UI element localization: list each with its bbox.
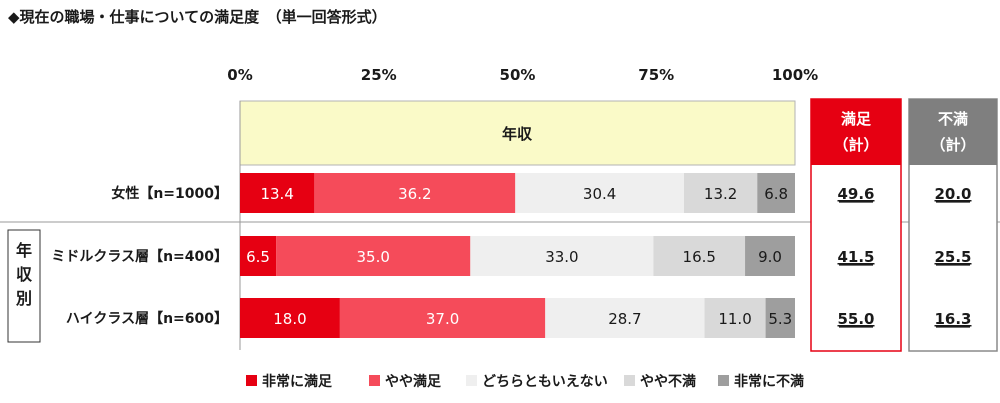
group-label-box <box>7 229 41 343</box>
satisfied-total-value: 49.6 <box>837 185 874 203</box>
header-band <box>239 100 796 166</box>
header-band-label: 年収 <box>502 125 533 143</box>
satisfied-header-text: （計） <box>833 136 878 154</box>
bar-segment <box>757 173 795 213</box>
legend-label: やや不満 <box>640 373 696 390</box>
bar-segment <box>276 236 471 276</box>
group-label: 年収別 <box>16 241 33 308</box>
row-label: 女性【n=1000】 <box>111 185 228 202</box>
row-label: ミドルクラス層【n=400】 <box>51 249 228 265</box>
legend-swatch <box>466 375 477 386</box>
bar-segment <box>240 236 277 276</box>
bar-segment <box>765 298 795 338</box>
bar-value-label: 9.0 <box>758 248 782 266</box>
bars: 13.4 36.2 30.4 13.2 6.8 6.5 35.0 33.0 16.5 9.0 18.… <box>240 173 795 338</box>
bar-value-label: 13.2 <box>704 185 737 203</box>
bar-value-label: 16.5 <box>683 248 716 266</box>
summary-columns: 満足 （計） 49.6 41.5 55.0 不満 （計） 20.0 25.5 16.3 <box>810 98 998 352</box>
dissatisfied-total-value: 20.0 <box>934 185 971 203</box>
group-label-char: 収 <box>16 265 33 284</box>
satisfied-header-text: 満足 <box>841 110 872 128</box>
bar-value-label: 30.4 <box>583 185 616 203</box>
group-label-char: 別 <box>16 289 32 308</box>
legend-label: 非常に不満 <box>734 373 804 390</box>
dissatisfied-header-text: （計） <box>930 136 975 154</box>
bar-segment <box>470 236 654 276</box>
bar-segment <box>684 173 758 213</box>
bar-value-label: 33.0 <box>545 248 578 266</box>
legend-swatch <box>718 375 729 386</box>
bar-segment <box>240 298 340 338</box>
x-axis-ticks: 0% 25% 50% 75% 100% <box>227 66 818 84</box>
bar-segment <box>314 173 516 213</box>
legend-label: やや満足 <box>385 373 442 390</box>
legend-swatch <box>246 375 257 386</box>
bar-value-label: 11.0 <box>718 310 751 328</box>
legend-swatch <box>369 375 380 386</box>
chart-title: ◆現在の職場・仕事についての満足度 （単一回答形式） <box>8 8 387 26</box>
bar-value-label: 28.7 <box>608 310 641 328</box>
bar-segment <box>515 173 684 213</box>
bar-value-label: 36.2 <box>398 185 431 203</box>
bar-value-label: 6.8 <box>764 185 788 203</box>
legend-label: 非常に満足 <box>262 373 333 390</box>
satisfied-column-header <box>811 99 901 165</box>
bar-segment <box>704 298 766 338</box>
bar-value-label: 18.0 <box>273 310 306 328</box>
row-label: ハイクラス層【n=600】 <box>66 311 228 327</box>
legend: 非常に満足 やや満足 どちらともいえない やや不満 非常に不満 <box>246 373 804 390</box>
legend-swatch <box>624 375 635 386</box>
bar-segment <box>745 236 795 276</box>
legend-label: どちらともいえない <box>482 374 608 390</box>
bar-value-label: 6.5 <box>246 248 270 266</box>
dissatisfied-header-text: 不満 <box>938 110 968 128</box>
bar-segment <box>545 298 705 338</box>
x-tick-label: 75% <box>638 66 674 84</box>
satisfied-total-value: 55.0 <box>837 310 874 328</box>
x-tick-label: 0% <box>227 66 252 84</box>
group-label-char: 年 <box>16 241 32 260</box>
dissatisfied-total-value: 16.3 <box>934 310 971 328</box>
bar-segment <box>653 236 746 276</box>
x-tick-label: 50% <box>500 66 536 84</box>
x-tick-label: 25% <box>361 66 397 84</box>
satisfied-total-value: 41.5 <box>837 248 874 266</box>
row-labels: 女性【n=1000】ミドルクラス層【n=400】ハイクラス層【n=600】 <box>51 185 228 327</box>
bar-segment <box>240 173 315 213</box>
bar-value-label: 13.4 <box>260 185 293 203</box>
bar-value-label: 35.0 <box>356 248 389 266</box>
dissatisfied-column-header <box>909 99 997 165</box>
bar-value-label: 37.0 <box>426 310 459 328</box>
bar-value-label: 5.3 <box>768 310 792 328</box>
dissatisfied-total-value: 25.5 <box>934 248 971 266</box>
bar-segment <box>339 298 546 338</box>
x-tick-label: 100% <box>772 66 818 84</box>
